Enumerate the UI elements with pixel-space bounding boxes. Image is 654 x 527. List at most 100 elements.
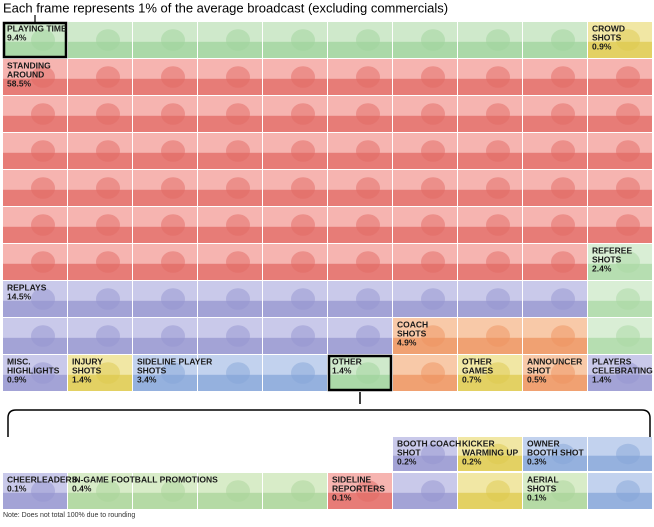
- frame-figure: [551, 214, 575, 236]
- frame-figure: [31, 325, 55, 347]
- frame-figure: [486, 480, 510, 502]
- frame-figure: [616, 29, 640, 51]
- segment-label: GAMES: [462, 365, 494, 375]
- frame-figure: [31, 177, 55, 199]
- segment-share: 0.3%: [527, 456, 547, 466]
- frame-figure: [486, 66, 510, 88]
- segment-share: 0.5%: [527, 374, 547, 384]
- frame-figure: [486, 362, 510, 384]
- segment-label: INJURY: [72, 356, 103, 366]
- frame-figure: [356, 66, 380, 88]
- frame-figure: [291, 251, 315, 273]
- frame-figure: [31, 362, 55, 384]
- frame-figure: [291, 66, 315, 88]
- frame-figure: [96, 29, 120, 51]
- frame-figure: [161, 29, 185, 51]
- segment-share: 0.9%: [592, 41, 612, 51]
- frame-figure: [161, 214, 185, 236]
- frame-figure: [356, 362, 380, 384]
- segment-label: SHOTS: [592, 32, 622, 42]
- segment-label: REFEREE: [592, 245, 632, 255]
- note: Note: Does not total 100% due to roundin…: [3, 512, 135, 519]
- frame-figure: [161, 325, 185, 347]
- frame-figure: [226, 66, 250, 88]
- segment-label: REPORTERS: [332, 483, 385, 493]
- frame-figure: [356, 177, 380, 199]
- frame-figure: [291, 29, 315, 51]
- frame-figure: [421, 103, 445, 125]
- frame-figure: [421, 177, 445, 199]
- title: Each frame represents 1% of the average …: [3, 0, 448, 15]
- frame-figure: [551, 362, 575, 384]
- segment-share: 1.4%: [592, 374, 612, 384]
- segment-label: CHEERLEADERS: [7, 474, 78, 484]
- segment-label: HIGHLIGHTS: [7, 365, 60, 375]
- frame-figure: [616, 214, 640, 236]
- frame-figure: [96, 362, 120, 384]
- frame-figure: [226, 103, 250, 125]
- frame-figure: [421, 29, 445, 51]
- frame-figure: [486, 140, 510, 162]
- frame-figure: [31, 251, 55, 273]
- segment-share: 58.5%: [7, 78, 32, 88]
- segment-share: 0.1%: [7, 483, 27, 493]
- frame-figure: [356, 29, 380, 51]
- segment-label: SHOTS: [397, 328, 427, 338]
- segment-share: 1.4%: [332, 365, 352, 375]
- frame-figure: [551, 66, 575, 88]
- segment-share: 0.1%: [332, 492, 352, 502]
- frame-figure: [551, 177, 575, 199]
- highlight-box: [2, 21, 68, 59]
- frame-figure: [96, 66, 120, 88]
- frame-figure: [486, 29, 510, 51]
- segment-share: 9.4%: [7, 32, 27, 42]
- frame-figure: [226, 214, 250, 236]
- frame-figure: [291, 288, 315, 310]
- segment-label: SHOTS: [527, 483, 557, 493]
- frame-figure: [616, 251, 640, 273]
- frame-figure: [356, 325, 380, 347]
- frame-figure: [226, 251, 250, 273]
- frame-figure: [161, 140, 185, 162]
- frame-figure: [226, 325, 250, 347]
- frame-figure: [616, 325, 640, 347]
- frame-figure: [31, 140, 55, 162]
- segment-label: COACH: [397, 319, 428, 329]
- frame-figure: [356, 103, 380, 125]
- segment-label: SHOTS: [137, 365, 167, 375]
- segment-label: KICKER: [462, 438, 495, 448]
- segment-label: REPLAYS: [7, 282, 47, 292]
- segment-label: IN-GAME FOOTBALL PROMOTIONS: [72, 474, 218, 484]
- frame-figure: [31, 103, 55, 125]
- frame-figure: [421, 66, 445, 88]
- bracket: [7, 392, 651, 437]
- frame-figure: [226, 288, 250, 310]
- frame-figure: [31, 66, 55, 88]
- frame-figure: [486, 103, 510, 125]
- frame-figure: [161, 480, 185, 502]
- frame-figure: [226, 177, 250, 199]
- frame-figure: [291, 177, 315, 199]
- frame-figure: [616, 288, 640, 310]
- segment-label: WARMING UP: [462, 447, 519, 457]
- frame-figure: [551, 140, 575, 162]
- frame-figure: [486, 288, 510, 310]
- frame-figure: [31, 214, 55, 236]
- frame-figure: [31, 480, 55, 502]
- frame-figure: [291, 103, 315, 125]
- segment-label: BOOTH SHOT: [527, 447, 584, 457]
- segment-share: 14.5%: [7, 291, 32, 301]
- frame-figure: [551, 288, 575, 310]
- frame-figure: [96, 325, 120, 347]
- frame-figure: [96, 288, 120, 310]
- segment-label: SHOT: [527, 365, 551, 375]
- frame-figure: [616, 103, 640, 125]
- frame-figure: [96, 103, 120, 125]
- frame-figure: [486, 177, 510, 199]
- segment-label: SIDELINE PLAYER: [137, 356, 212, 366]
- frame-figure: [486, 214, 510, 236]
- frame-figure: [96, 251, 120, 273]
- frame-figure: [421, 288, 445, 310]
- segment-label: SHOT: [397, 447, 421, 457]
- frame-figure: [421, 214, 445, 236]
